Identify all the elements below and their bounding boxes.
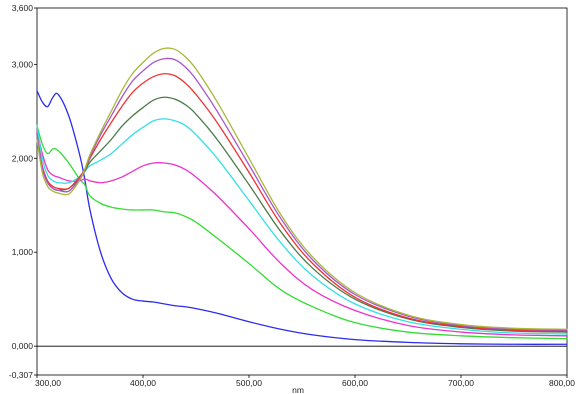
series-line-1 [36,90,568,345]
x-tick-label: 400,00 [130,378,156,388]
y-tick-label: 2,000 [12,153,34,163]
y-tick-label: 1,000 [12,247,34,257]
series-line-6 [36,73,568,332]
y-tick-label: 0,000 [12,341,34,351]
series-line-5 [36,96,568,333]
y-tick-label: 3,000 [12,59,34,69]
x-tick-label: 800,00 [549,378,575,388]
series-line-7 [36,57,568,331]
x-tick-label: 600,00 [342,378,368,388]
series-line-2 [36,124,568,340]
x-tick-label: 700,00 [448,378,474,388]
chart-axes [34,7,568,378]
series-line-4 [36,118,568,335]
x-axis-label: nm [292,385,304,394]
tick-labels: 300,00 400,00 500,00 600,00 700,00 800,00 -0,3… [9,3,575,388]
y-tick-label: -0,307 [9,370,33,380]
y-tick-label: 3,600 [12,3,34,13]
x-tick-label: 300,00 [35,378,61,388]
series-line-3 [36,129,568,337]
x-tick-label: 500,00 [236,378,262,388]
series-layer [36,47,568,345]
series-line-8 [36,47,568,330]
plot-frame [36,7,568,376]
